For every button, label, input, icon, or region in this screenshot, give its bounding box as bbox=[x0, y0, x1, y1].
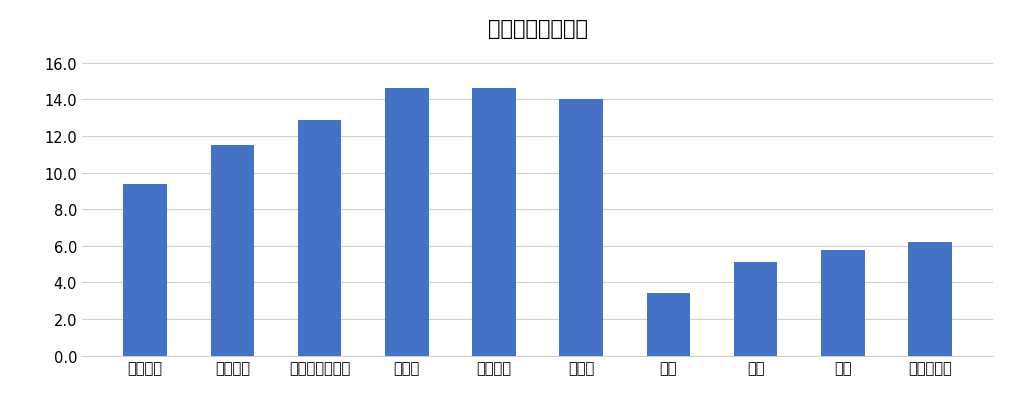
Bar bbox=[123, 184, 167, 356]
Bar bbox=[559, 100, 603, 356]
Bar bbox=[385, 89, 429, 356]
Bar bbox=[472, 89, 516, 356]
Bar bbox=[734, 263, 777, 356]
Bar bbox=[908, 243, 952, 356]
Bar bbox=[821, 250, 864, 356]
Title: 【平均滞在日数】: 【平均滞在日数】 bbox=[487, 19, 588, 39]
Bar bbox=[646, 294, 690, 356]
Bar bbox=[298, 120, 341, 356]
Bar bbox=[211, 146, 254, 356]
